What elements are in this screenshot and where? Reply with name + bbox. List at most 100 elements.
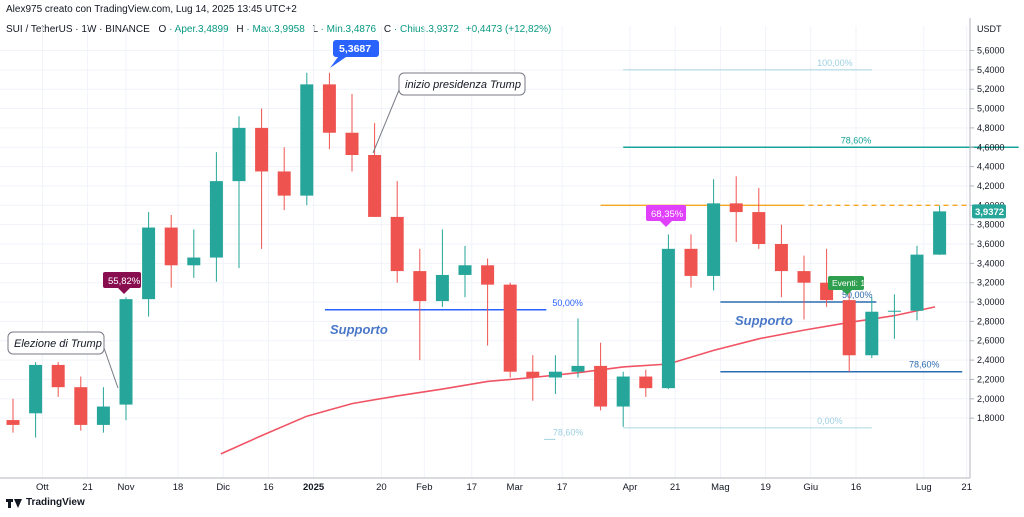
candle-body[interactable] — [6, 420, 20, 425]
time-axis: Ott 21 Nov 18 Dic 16 2025 20 Feb 17 Mar 17 Apr 21 Mag 1… — [36, 482, 972, 493]
time-tick-label: Feb — [416, 482, 432, 493]
candle-body[interactable] — [910, 254, 924, 311]
pct-badge-left-text: 55,82% — [108, 276, 141, 287]
time-tick-label: Giu — [803, 482, 818, 493]
candle-body[interactable] — [481, 265, 495, 285]
time-tick-label: Dic — [216, 482, 230, 493]
candle-body[interactable] — [29, 364, 43, 414]
last-price-tag: 3,9372 — [972, 204, 1006, 219]
candle-body[interactable] — [458, 265, 472, 275]
time-tick-label: Mar — [507, 482, 523, 493]
price-tick-label: 2,4000 — [977, 355, 1005, 365]
candle-body[interactable] — [187, 257, 201, 266]
candle-body[interactable] — [51, 364, 65, 388]
candle-body[interactable] — [435, 274, 449, 302]
events-badge-text: Eventi: 1 — [832, 278, 865, 288]
candle-body[interactable] — [503, 284, 517, 372]
candle-body[interactable] — [526, 371, 540, 378]
tradingview-footer[interactable]: TradingView — [6, 497, 85, 508]
candle-body[interactable] — [164, 227, 178, 266]
candle-body[interactable] — [548, 371, 562, 378]
price-tick-label: 4,4000 — [977, 162, 1005, 172]
low-label: L — [312, 24, 318, 35]
fib-level-label: 78,60% — [553, 427, 584, 437]
candle-body[interactable] — [345, 132, 359, 155]
last-price-tag-text: 3,9372 — [975, 207, 1004, 218]
candle-body[interactable] — [933, 211, 947, 255]
callout-trump-election: Elezione di Trump — [7, 331, 119, 389]
time-tick-label: 21 — [670, 482, 681, 493]
callout-trump-election-text: Elezione di Trump — [14, 338, 102, 350]
candle-body[interactable] — [413, 271, 427, 302]
fib-level-label: 78,60% — [841, 135, 872, 145]
time-tick-label: Mag — [711, 482, 729, 493]
candle-body[interactable] — [797, 271, 811, 283]
candle-body[interactable] — [887, 310, 901, 312]
pct-badge-mid-text: 68,35% — [651, 209, 684, 220]
candle-body[interactable] — [752, 212, 766, 244]
time-tick-label: 20 — [376, 482, 387, 493]
price-tick-label: 3,8000 — [977, 220, 1005, 230]
candle-body[interactable] — [300, 84, 314, 196]
candle-body[interactable] — [142, 227, 156, 300]
candle-body[interactable] — [616, 376, 630, 407]
candle-body[interactable] — [571, 365, 585, 372]
candle-body[interactable] — [119, 299, 133, 405]
support-right-label: Supporto — [735, 313, 793, 328]
max-price-badge-text: 5,3687 — [339, 43, 371, 55]
candle-body[interactable] — [707, 203, 721, 276]
events-badge[interactable]: Eventi: 1 — [828, 276, 865, 295]
price-tick-label: 5,2000 — [977, 84, 1005, 94]
price-tick-label: 2,6000 — [977, 336, 1005, 346]
candle-body[interactable] — [865, 311, 879, 356]
candle-body[interactable] — [96, 406, 110, 425]
candle-body[interactable] — [74, 387, 88, 425]
support-left-label: Supporto — [330, 322, 388, 337]
pct-badge-left: 55,82% — [103, 272, 141, 294]
price-tick-label: 4,6000 — [977, 142, 1005, 152]
candle-body[interactable] — [661, 248, 675, 389]
max-price-badge: 5,3687 — [330, 40, 379, 68]
candle-body[interactable] — [232, 127, 246, 182]
price-tick-label: 2,0000 — [977, 394, 1005, 404]
time-tick-label: 21 — [961, 482, 972, 493]
candle-body[interactable] — [209, 181, 223, 258]
candle-body[interactable] — [729, 203, 743, 213]
candle-body[interactable] — [842, 300, 856, 356]
high-label: H — [236, 24, 244, 35]
candle-body[interactable] — [774, 244, 788, 272]
price-tick-label: 2,8000 — [977, 316, 1005, 326]
time-tick-label: 17 — [466, 482, 477, 493]
fib-level-label: 50,00% — [842, 290, 873, 300]
time-tick-label: 18 — [173, 482, 184, 493]
time-tick-label: 19 — [760, 482, 771, 493]
candle-body[interactable] — [594, 365, 608, 407]
high-value: · Max.3,9958 — [246, 24, 305, 35]
candle-body[interactable] — [639, 376, 653, 389]
candle-body[interactable] — [390, 216, 404, 272]
chart-credit: Alex975 creato con TradingView.com, Lug … — [6, 4, 297, 15]
candles-layer — [6, 72, 947, 438]
low-value: · Min.3,4876 — [320, 24, 377, 35]
time-tick-label: 21 — [82, 482, 93, 493]
time-tick-label: Ott — [36, 482, 49, 493]
price-tick-label: 3,0000 — [977, 297, 1005, 307]
open-value: · Aper.3,4899 — [169, 24, 229, 35]
price-tick-label: 5,4000 — [977, 65, 1005, 75]
time-tick-label: 16 — [263, 482, 274, 493]
candle-body[interactable] — [322, 84, 336, 133]
candle-body[interactable] — [684, 248, 698, 276]
price-unit-label: USDT — [977, 24, 1002, 34]
symbol-label[interactable]: SUI / TetherUS · 1W · BINANCE — [6, 24, 150, 35]
price-tick-label: 5,6000 — [977, 46, 1005, 56]
candle-body[interactable] — [277, 171, 291, 196]
candle-body[interactable] — [368, 154, 382, 217]
change-value: +0,4473 (+12,82%) — [465, 24, 552, 35]
price-tick-label: 2,2000 — [977, 374, 1005, 384]
price-tick-label: 5,0000 — [977, 104, 1005, 114]
pct-badge-mid: 68,35% — [646, 205, 686, 227]
time-tick-label: Apr — [623, 482, 638, 493]
candle-body[interactable] — [255, 127, 269, 172]
callout-trump-presidency-text: inizio presidenza Trump — [405, 79, 521, 91]
